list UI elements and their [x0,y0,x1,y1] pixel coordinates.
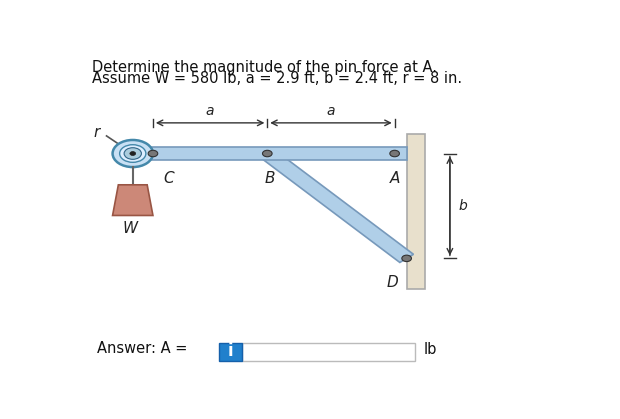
Text: B: B [265,171,275,186]
Text: C: C [164,171,174,186]
Text: A: A [390,171,400,186]
Text: D: D [386,275,398,290]
Text: Answer: A =: Answer: A = [97,341,192,356]
Text: r: r [94,125,100,140]
Circle shape [402,255,412,261]
Text: lb: lb [423,342,437,357]
FancyBboxPatch shape [219,343,242,361]
Circle shape [262,150,272,157]
Text: a: a [206,104,215,118]
Circle shape [124,148,141,159]
Text: i: i [228,342,234,360]
Bar [407,134,425,289]
Circle shape [148,150,157,157]
Circle shape [130,152,136,155]
Polygon shape [113,185,153,215]
Text: W: W [123,221,138,236]
Text: Assume W = 580 lb, a = 2.9 ft, b = 2.4 ft, r = 8 in.: Assume W = 580 lb, a = 2.9 ft, b = 2.4 f… [92,71,462,86]
Bar [152,147,407,160]
Circle shape [390,150,399,157]
Text: Determine the magnitude of the pin force at A.: Determine the magnitude of the pin force… [92,60,437,75]
Circle shape [113,140,153,167]
Circle shape [120,145,146,162]
FancyBboxPatch shape [242,343,415,361]
Polygon shape [260,150,414,262]
Text: a: a [327,104,335,118]
Text: b: b [459,199,467,213]
